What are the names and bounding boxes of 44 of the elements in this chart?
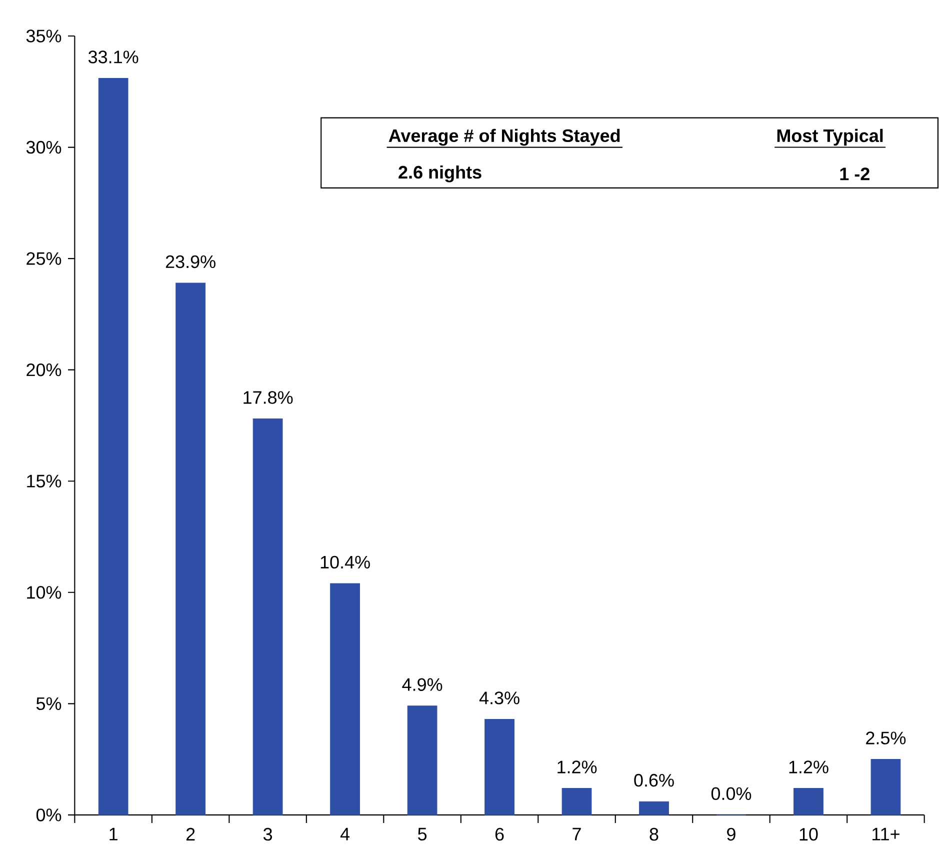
bar — [407, 706, 438, 816]
bar — [330, 583, 360, 816]
data-label: 23.9% — [166, 256, 216, 268]
bar — [870, 759, 901, 816]
x-tick-label: 10 — [800, 828, 818, 841]
data-label: 2.5% — [866, 732, 906, 745]
y-tick-label: 25% — [26, 252, 62, 266]
annotation: 1 -2 — [840, 168, 870, 180]
x-tick-label: 4 — [340, 828, 350, 840]
bar — [794, 788, 824, 816]
y-tick-label: 20% — [26, 364, 62, 376]
x-tick-label: 8 — [650, 828, 658, 841]
x-tick-label: 1 — [110, 828, 118, 840]
annotation: Most Typical — [777, 129, 883, 146]
annotation: 2.6 nights — [398, 166, 482, 182]
x-tick-label: 7 — [572, 828, 581, 840]
bar — [484, 719, 514, 816]
y-tick-label: 10% — [27, 586, 62, 599]
y-tick-label: 15% — [27, 474, 62, 488]
bar — [639, 802, 669, 816]
data-label: 0.0% — [711, 787, 752, 800]
bar — [562, 788, 592, 816]
data-label: 0.6% — [634, 774, 674, 787]
bar — [176, 282, 206, 816]
x-tick-label: 3 — [263, 828, 272, 841]
x-tick-label: 9 — [727, 828, 736, 841]
data-label: 33.1% — [88, 50, 138, 64]
data-label: 17.8% — [244, 391, 293, 404]
annotation: Average # of Nights Stayed — [388, 129, 620, 146]
data-label: 10.4% — [320, 556, 370, 569]
x-tick-label: 2 — [186, 828, 195, 841]
y-tick-label: 30% — [26, 141, 62, 154]
data-label: 1.2% — [789, 760, 828, 774]
data-label: 4.3% — [479, 692, 520, 704]
bar — [252, 418, 283, 816]
y-tick-label: 0% — [36, 808, 62, 822]
data-label: 1.2% — [558, 760, 597, 774]
y-tick-label: 35% — [26, 30, 62, 43]
y-tick-label: 5% — [36, 698, 62, 710]
x-tick-label: 5 — [418, 828, 427, 841]
x-tick-label: 11+ — [872, 828, 900, 840]
x-tick-label: 6 — [495, 828, 504, 841]
data-label: 4.9% — [402, 678, 442, 692]
bar — [98, 78, 128, 816]
